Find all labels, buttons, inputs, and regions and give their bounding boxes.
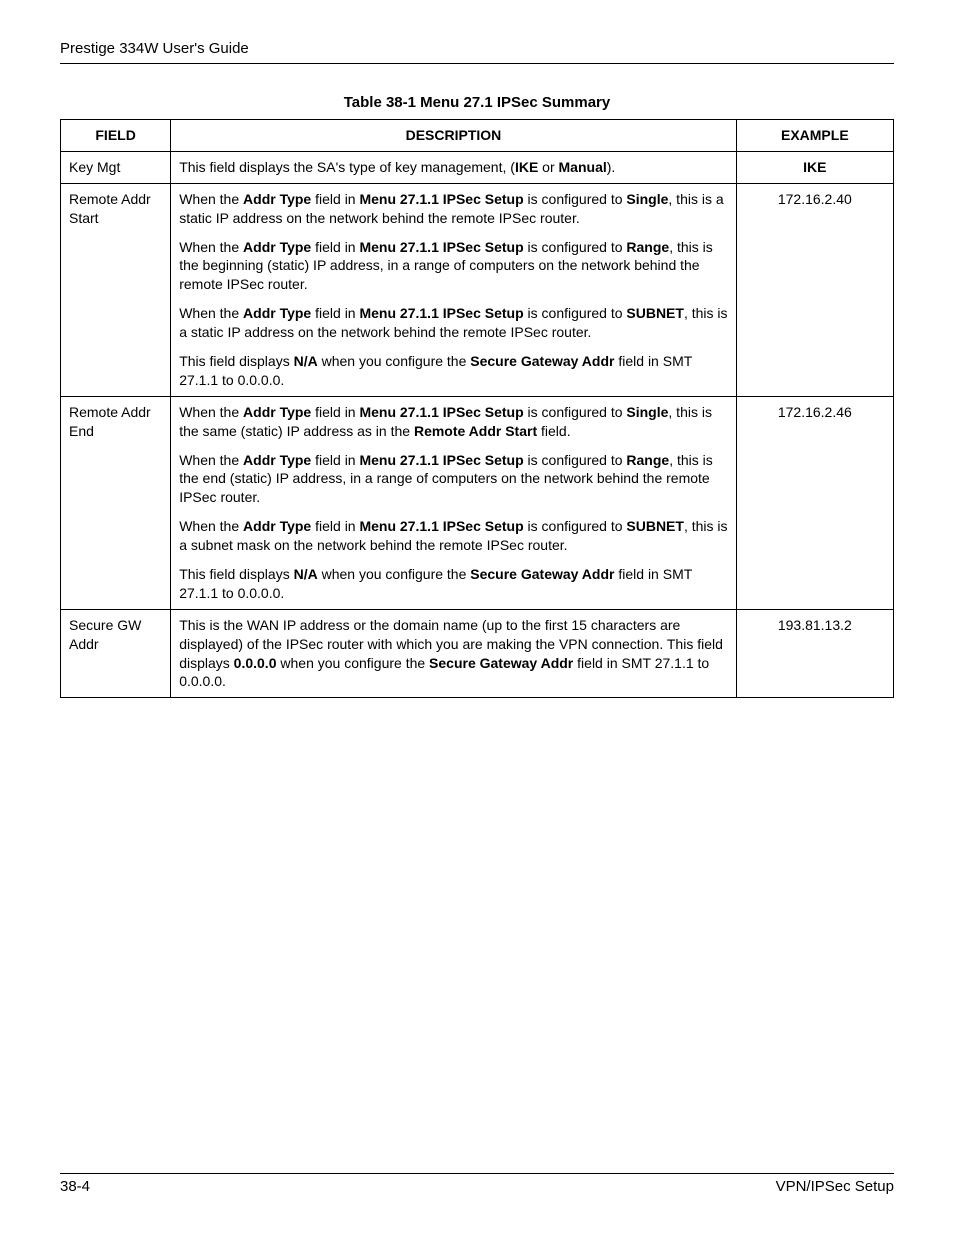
cell-example: 172.16.2.40 xyxy=(736,183,893,396)
description-paragraph: When the Addr Type field in Menu 27.1.1 … xyxy=(179,238,727,295)
description-paragraph: This field displays N/A when you configu… xyxy=(179,565,727,603)
cell-description: When the Addr Type field in Menu 27.1.1 … xyxy=(171,183,736,396)
cell-description: When the Addr Type field in Menu 27.1.1 … xyxy=(171,396,736,609)
description-paragraph: When the Addr Type field in Menu 27.1.1 … xyxy=(179,190,727,228)
cell-example: 193.81.13.2 xyxy=(736,609,893,698)
col-header-field: FIELD xyxy=(61,120,171,152)
cell-field: Secure GW Addr xyxy=(61,609,171,698)
table-header-row: FIELD DESCRIPTION EXAMPLE xyxy=(61,120,894,152)
description-paragraph: When the Addr Type field in Menu 27.1.1 … xyxy=(179,304,727,342)
cell-example: 172.16.2.46 xyxy=(736,396,893,609)
table-row: Remote Addr StartWhen the Addr Type fiel… xyxy=(61,183,894,396)
footer-rule xyxy=(60,1173,894,1174)
description-paragraph: When the Addr Type field in Menu 27.1.1 … xyxy=(179,451,727,508)
table-row: Key Mgt This field displays the SA's type… xyxy=(61,151,894,183)
cell-description: This field displays the SA's type of key… xyxy=(171,151,736,183)
footer-page-number: 38-4 xyxy=(60,1178,90,1195)
col-header-description: DESCRIPTION xyxy=(171,120,736,152)
ipsec-summary-table: FIELD DESCRIPTION EXAMPLE Key Mgt This fi… xyxy=(60,119,894,698)
cell-example: IKE xyxy=(736,151,893,183)
table-row: Remote Addr EndWhen the Addr Type field … xyxy=(61,396,894,609)
cell-field: Key Mgt xyxy=(61,151,171,183)
col-header-example: EXAMPLE xyxy=(736,120,893,152)
header-title: Prestige 334W User's Guide xyxy=(60,40,894,57)
cell-field: Remote Addr Start xyxy=(61,183,171,396)
table-row: Secure GW AddrThis is the WAN IP address… xyxy=(61,609,894,698)
description-paragraph: This field displays the SA's type of key… xyxy=(179,158,727,177)
footer-section-title: VPN/IPSec Setup xyxy=(776,1178,894,1195)
table-caption: Table 38-1 Menu 27.1 IPSec Summary xyxy=(60,94,894,111)
header-rule xyxy=(60,63,894,64)
description-paragraph: When the Addr Type field in Menu 27.1.1 … xyxy=(179,403,727,441)
page-header: Prestige 334W User's Guide xyxy=(60,40,894,64)
description-paragraph: This field displays N/A when you configu… xyxy=(179,352,727,390)
cell-description: This is the WAN IP address or the domain… xyxy=(171,609,736,698)
cell-field: Remote Addr End xyxy=(61,396,171,609)
page-footer: 38-4 VPN/IPSec Setup xyxy=(60,1173,894,1195)
description-paragraph: When the Addr Type field in Menu 27.1.1 … xyxy=(179,517,727,555)
description-paragraph: This is the WAN IP address or the domain… xyxy=(179,616,727,692)
